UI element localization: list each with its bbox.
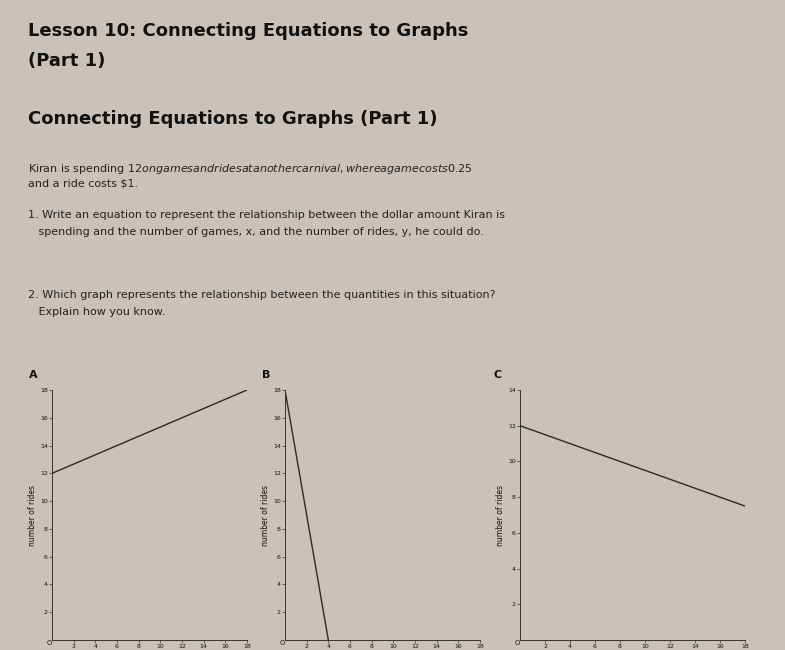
Text: O: O [279,640,285,646]
Text: A: A [28,370,37,380]
Text: 1. Write an equation to represent the relationship between the dollar amount Kir: 1. Write an equation to represent the re… [28,210,505,220]
Text: Connecting Equations to Graphs (Part 1): Connecting Equations to Graphs (Part 1) [28,110,437,128]
Y-axis label: number of rides: number of rides [28,484,37,545]
Y-axis label: number of rides: number of rides [496,484,506,545]
Text: O: O [46,640,52,646]
Text: B: B [261,370,270,380]
Text: O: O [515,640,520,646]
Text: Kiran is spending $12 on games and rides at another carnival, where a game costs: Kiran is spending $12 on games and rides… [28,162,473,176]
Text: 2. Which graph represents the relationship between the quantities in this situat: 2. Which graph represents the relationsh… [28,290,495,300]
Text: spending and the number of games, x, and the number of rides, y, he could do.: spending and the number of games, x, and… [28,227,484,237]
Text: Lesson 10: Connecting Equations to Graphs: Lesson 10: Connecting Equations to Graph… [28,22,469,40]
Text: C: C [493,370,501,380]
Text: Explain how you know.: Explain how you know. [28,307,166,317]
Y-axis label: number of rides: number of rides [261,484,270,545]
Text: and a ride costs $1.: and a ride costs $1. [28,179,138,189]
Text: (Part 1): (Part 1) [28,52,105,70]
